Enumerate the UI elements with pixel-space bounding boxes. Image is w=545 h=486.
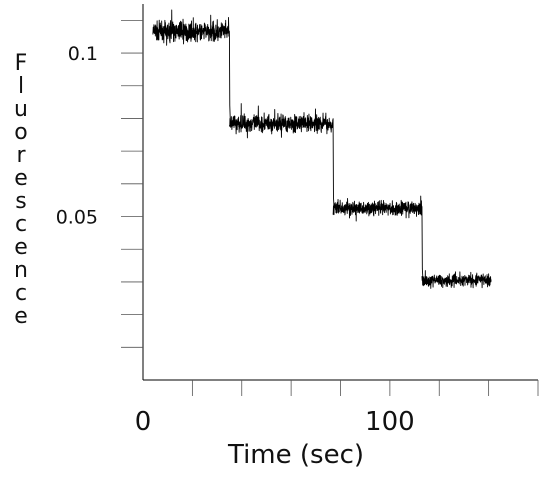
y-tick-label: 0.1 [68,43,98,65]
chart-tick-labels: 0.1 0.05 0 100 [56,43,415,437]
x-axis-title: Time (sec) [227,440,364,470]
chart-series [152,9,492,289]
y-axis-title-letter: e [14,166,28,191]
y-axis-title-letter: l [18,74,24,99]
y-tick-label: 0.05 [56,207,98,229]
chart-axes [142,4,538,381]
y-axis-title-letter: c [15,212,27,237]
y-axis-title-letter: e [14,235,28,260]
y-axis-title-letter: n [14,258,28,283]
y-axis-title-letter: F [15,51,28,76]
chart-ticks [121,19,539,396]
x-tick-label: 0 [135,407,152,437]
series-line-0 [152,9,492,289]
y-axis-title-letter: s [15,189,26,214]
y-axis-title-letter: u [14,97,28,122]
y-axis-title-letter: o [14,120,27,145]
y-axis-title-letter: e [14,304,28,329]
y-axis-title-letter: r [16,143,26,168]
y-axis-title-letter: c [15,281,27,306]
x-tick-label: 100 [365,407,415,437]
